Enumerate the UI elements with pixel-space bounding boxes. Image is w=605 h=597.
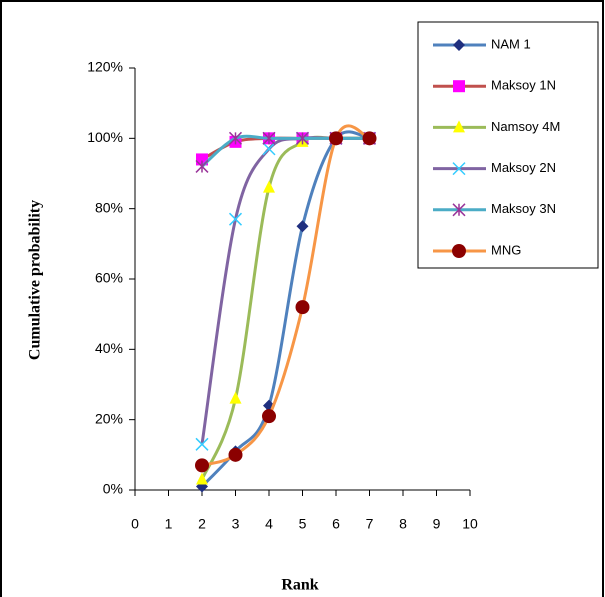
- y-tick-label: 40%: [95, 340, 123, 356]
- marker: [295, 131, 310, 145]
- legend-marker: [453, 120, 465, 133]
- legend-marker: [452, 244, 466, 258]
- y-tick-label: 120%: [87, 59, 123, 75]
- marker: [329, 131, 343, 146]
- legend-label: Maksoy 3N: [491, 201, 556, 216]
- x-tick-label: 3: [232, 516, 240, 532]
- legend-marker: [452, 203, 466, 217]
- x-tick-label: 0: [131, 516, 139, 532]
- legend-label: Maksoy 1N: [491, 78, 556, 93]
- legend-marker: [453, 39, 465, 51]
- marker: [296, 220, 309, 233]
- marker: [229, 391, 242, 404]
- marker: [228, 131, 243, 145]
- y-tick-label: 20%: [95, 410, 123, 426]
- x-tick-label: 2: [198, 516, 206, 532]
- marker: [196, 472, 208, 485]
- x-tick-label: 8: [399, 516, 407, 532]
- marker: [195, 159, 209, 173]
- x-tick-label: 10: [462, 516, 478, 532]
- marker: [195, 458, 209, 473]
- y-tick-label: 80%: [95, 199, 123, 215]
- legend-marker: [452, 162, 466, 176]
- y-axis-label: Cumulative probability: [27, 200, 44, 360]
- marker: [228, 447, 243, 462]
- marker: [263, 180, 275, 193]
- x-tick-label: 7: [366, 516, 374, 532]
- x-tick-label: 1: [165, 516, 173, 532]
- y-tick-label: 100%: [87, 129, 123, 145]
- marker: [262, 409, 276, 424]
- x-tick-label: 4: [265, 516, 273, 532]
- y-tick-label: 60%: [95, 270, 123, 286]
- marker: [228, 212, 243, 226]
- y-tick-label: 0%: [103, 481, 123, 497]
- x-tick-label: 5: [299, 516, 307, 532]
- x-axis-label: Rank: [281, 577, 318, 594]
- x-tick-label: 6: [332, 516, 340, 532]
- legend-marker: [453, 80, 465, 93]
- x-tick-label: 9: [433, 516, 441, 532]
- marker: [362, 131, 377, 146]
- marker: [262, 142, 276, 156]
- marker: [295, 300, 310, 315]
- legend-label: Maksoy 2N: [491, 160, 556, 175]
- legend-label: NAM 1: [491, 36, 531, 51]
- legend-label: Namsoy 4M: [491, 119, 560, 134]
- legend-box: [417, 21, 599, 269]
- marker: [262, 131, 276, 145]
- marker: [195, 437, 209, 451]
- legend-label: MNG: [491, 242, 521, 257]
